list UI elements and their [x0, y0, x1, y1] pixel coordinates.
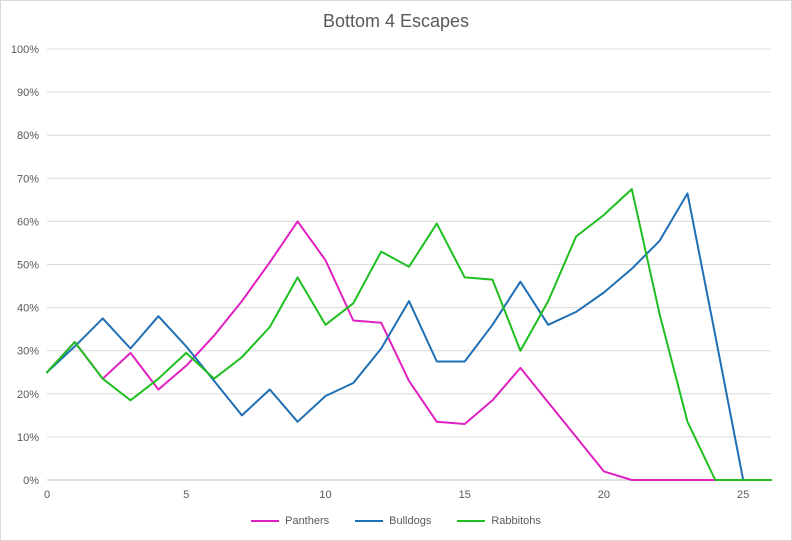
legend-swatch	[355, 520, 384, 522]
y-tick-label-10: 10%	[17, 432, 39, 444]
x-tick-label-0: 0	[44, 489, 50, 501]
y-tick-label-60: 60%	[17, 216, 39, 228]
line-chart: 0% 10% 20% 30% 40% 50% 60% 70% 80% 90% 100% 0 5 10 15 2…	[11, 44, 772, 501]
chart-title: Bottom 4 Escapes	[322, 11, 470, 31]
series-line-rabbitohs	[46, 188, 772, 481]
series-line-bulldogs	[46, 192, 772, 481]
x-tick-label-10: 10	[319, 489, 331, 501]
legend-label: Panthers	[285, 515, 330, 527]
y-tick-label-20: 20%	[17, 389, 39, 401]
legend-swatch	[251, 520, 280, 522]
legend-item-panthers: Panthers	[251, 515, 329, 527]
y-tick-label-80: 80%	[17, 130, 39, 142]
legend-label: Rabbitohs	[491, 515, 541, 527]
x-tick-label-5: 5	[183, 489, 189, 501]
legend-item-rabbitohs: Rabbitohs	[457, 515, 541, 527]
legend-swatch	[457, 520, 486, 522]
y-tick-label-40: 40%	[17, 303, 39, 315]
legend: Panthers Bulldogs Rabbitohs	[1, 515, 791, 527]
x-tick-label-25: 25	[737, 489, 749, 501]
y-tick-label-50: 50%	[17, 260, 39, 272]
y-tick-label-100: 100%	[11, 44, 39, 56]
y-tick-label-30: 30%	[17, 346, 39, 358]
y-tick-label-70: 70%	[17, 173, 39, 185]
x-tick-label-15: 15	[459, 489, 471, 501]
legend-label: Bulldogs	[389, 515, 432, 527]
x-tick-label-20: 20	[598, 489, 610, 501]
y-tick-label-0: 0%	[23, 475, 39, 487]
legend-item-bulldogs: Bulldogs	[355, 515, 431, 527]
series-line-panthers	[46, 220, 772, 481]
y-tick-label-90: 90%	[17, 87, 39, 99]
